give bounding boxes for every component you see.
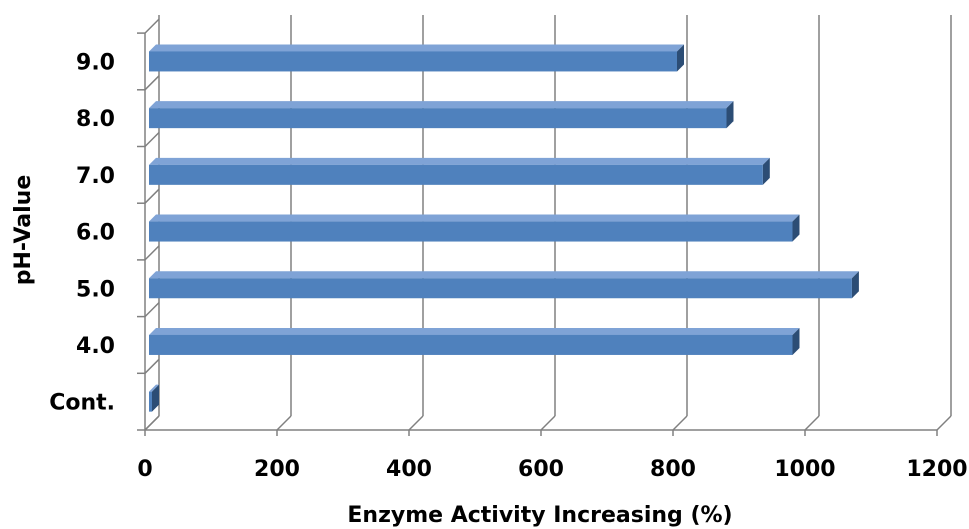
- y-tick-label: Cont.: [49, 391, 115, 416]
- bar-top-face: [149, 327, 800, 335]
- bar-top-face: [149, 101, 734, 109]
- y-tick-label: 6.0: [76, 221, 115, 246]
- bar-top-face: [149, 384, 159, 392]
- bar-front-face: [149, 334, 793, 355]
- x-tick-label: 1000: [774, 457, 835, 482]
- bar-top-face: [149, 271, 859, 279]
- x-tick-label: 200: [254, 457, 300, 482]
- bar-top-face: [149, 44, 684, 52]
- floor-gridline: [936, 415, 952, 431]
- floor-gridline: [276, 415, 292, 431]
- y-tick-label: 9.0: [76, 50, 115, 75]
- bar-front-face: [149, 221, 793, 242]
- y-separator: [144, 131, 160, 148]
- bar: [149, 214, 800, 242]
- y-separator: [144, 358, 160, 374]
- y-tick-label: 7.0: [76, 164, 115, 189]
- x-tick-label: 600: [518, 457, 564, 482]
- bar-end-face: [726, 101, 734, 129]
- bar-end-face: [152, 384, 159, 412]
- y-separator: [144, 75, 160, 91]
- bar-front-face: [149, 108, 727, 129]
- x-axis-title: Enzyme Activity Increasing (%): [347, 503, 732, 528]
- bars: [149, 44, 859, 412]
- y-separator: [144, 245, 160, 261]
- bar: [149, 44, 684, 72]
- y-separator: [144, 415, 160, 431]
- bar: [149, 157, 770, 185]
- bar-front-face: [149, 51, 677, 72]
- bar-end-face: [762, 157, 770, 185]
- floor-gridline: [672, 415, 688, 431]
- x-tick-label: 0: [137, 457, 152, 482]
- y-separator: [144, 188, 160, 204]
- floor-gridline: [804, 415, 820, 431]
- y-tick-label: 8.0: [76, 107, 115, 132]
- bar-end-face: [792, 327, 800, 355]
- bar-front-face: [149, 278, 852, 299]
- bar-end-face: [851, 271, 859, 299]
- y-tick-labels: Cont. 4.0 5.0 6.0 7.0 8.0 9.0: [49, 50, 115, 415]
- y-tick-label: 5.0: [76, 277, 115, 302]
- bar-front-face: [149, 391, 152, 412]
- x-tick-label: 800: [650, 457, 696, 482]
- y-axis-title: pH-Value: [11, 175, 36, 285]
- x-tick-label: 400: [386, 457, 432, 482]
- x-tick-label: 1200: [906, 457, 967, 482]
- y-separator: [144, 18, 160, 34]
- y-separator: [144, 302, 160, 318]
- bar: [149, 271, 859, 299]
- bar: [149, 101, 734, 129]
- bar: [149, 327, 800, 355]
- y-tick-label: 4.0: [76, 334, 115, 359]
- bar-end-face: [677, 44, 684, 72]
- floor-gridline: [540, 415, 556, 431]
- bar-end-face: [792, 214, 800, 242]
- x-tick-labels: 0 200 400 600 800 1000 1200: [137, 457, 967, 482]
- bar-top-face: [149, 214, 800, 222]
- bar-front-face: [149, 164, 763, 185]
- floor-gridline: [408, 415, 424, 431]
- bar: [149, 384, 159, 412]
- bar-top-face: [149, 157, 770, 165]
